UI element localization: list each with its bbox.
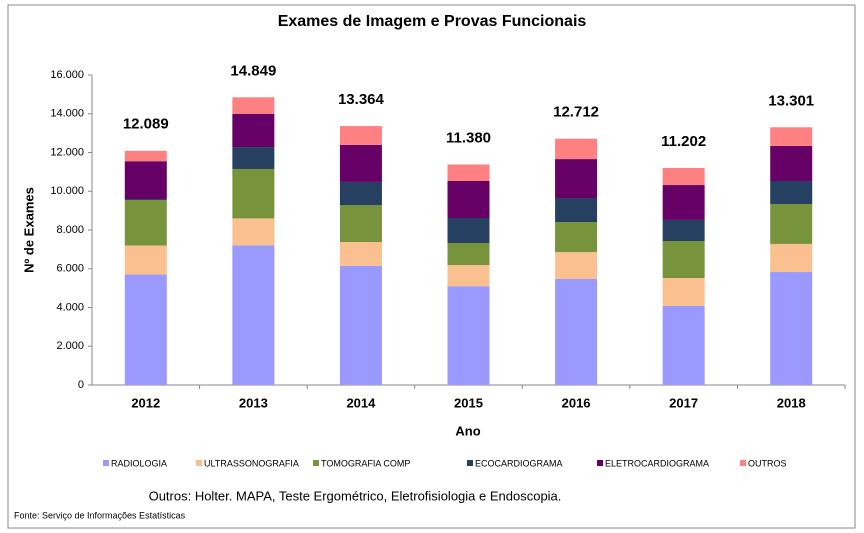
bar-segment <box>447 217 490 243</box>
bar-segment <box>339 265 382 385</box>
legend-swatch <box>467 460 473 466</box>
legend-label: ELETROCARDIOGRAMA <box>605 458 709 468</box>
total-label: 11.380 <box>446 129 491 146</box>
y-axis-label: Nº de Exames <box>21 187 36 273</box>
bar-segment <box>555 279 598 385</box>
bar-segment <box>662 278 705 306</box>
bar-segment <box>339 144 382 182</box>
total-label: 12.712 <box>553 104 599 121</box>
x-tick-label: 2013 <box>239 395 268 410</box>
bar-segment <box>555 222 598 253</box>
bar-segment <box>447 180 490 218</box>
bar-segment <box>770 243 813 273</box>
bar-segment <box>124 199 167 200</box>
total-label: 13.301 <box>768 92 814 109</box>
y-tick-label: 4.000 <box>56 301 84 313</box>
bar-segment <box>770 145 813 181</box>
legend-label: TOMOGRAFIA COMP <box>321 458 410 468</box>
x-tick-label: 2014 <box>346 395 376 410</box>
bar-segment <box>124 274 167 385</box>
bar-segment <box>447 164 490 181</box>
note: Outros: Holter. MAPA, Teste Ergométrico,… <box>149 488 562 503</box>
y-tick-label: 14.000 <box>50 108 84 120</box>
bar-segment <box>447 286 490 385</box>
total-label: 12.089 <box>123 116 169 133</box>
bar-segment <box>124 199 167 246</box>
legend-label: OUTROS <box>748 458 787 468</box>
bar-segment <box>447 242 490 266</box>
bar-segment <box>339 126 382 145</box>
x-tick-label: 2018 <box>777 395 806 410</box>
x-tick-label: 2015 <box>454 395 483 410</box>
y-tick-label: 12.000 <box>50 146 84 158</box>
legend-swatch <box>103 460 109 466</box>
y-tick-label: 10.000 <box>50 185 84 197</box>
bar-segment <box>232 147 275 169</box>
bar-segment <box>232 97 275 114</box>
bar-segment <box>339 205 382 243</box>
bar-segment <box>555 159 598 199</box>
bar-segment <box>232 113 275 148</box>
bar-segment <box>770 127 813 146</box>
y-tick-label: 8.000 <box>56 224 84 236</box>
legend-label: ULTRASSONOGRAFIA <box>204 458 299 468</box>
bar-segment <box>124 245 167 275</box>
bar-segment <box>555 138 598 160</box>
x-tick-label: 2017 <box>669 395 698 410</box>
legend-swatch <box>196 460 202 466</box>
bar-segment <box>770 180 813 205</box>
x-tick-label: 2012 <box>131 395 160 410</box>
legend-label: ECOCARDIOGRAMA <box>475 458 563 468</box>
bar-segment <box>662 241 705 279</box>
bar-segment <box>232 168 275 219</box>
legend-label: RADIOLOGIA <box>111 458 167 468</box>
x-tick-label: 2016 <box>562 395 591 410</box>
bar-segment <box>662 185 705 220</box>
x-axis-label: Ano <box>455 423 480 438</box>
total-label: 13.364 <box>338 91 385 108</box>
bar-segment <box>232 245 275 385</box>
y-tick-label: 2.000 <box>56 340 84 352</box>
bar-segment <box>770 204 813 244</box>
bar-segment <box>339 242 382 266</box>
bar-segment <box>662 305 705 385</box>
legend-swatch <box>597 460 603 466</box>
bar-segment <box>124 161 167 199</box>
bar-segment <box>339 181 382 206</box>
legend-swatch <box>740 460 746 466</box>
bar-segment <box>555 198 598 223</box>
total-label: 11.202 <box>661 133 706 150</box>
bar-segment <box>770 272 813 385</box>
bar-segment <box>555 252 598 280</box>
bar-segment <box>662 167 705 186</box>
bar-segment <box>124 150 167 162</box>
y-tick-label: 0 <box>78 379 84 391</box>
legend-swatch <box>313 460 319 466</box>
bar-segment <box>447 265 490 287</box>
chart-title: Exames de Imagem e Provas Funcionais <box>278 13 587 30</box>
bar-segment <box>232 218 275 246</box>
y-tick-label: 16.000 <box>50 69 84 81</box>
y-tick-label: 6.000 <box>56 263 84 275</box>
bar-segment <box>662 219 705 242</box>
source: Fonte: Serviço de Informações Estatístic… <box>14 510 186 520</box>
total-label: 14.849 <box>230 62 276 79</box>
